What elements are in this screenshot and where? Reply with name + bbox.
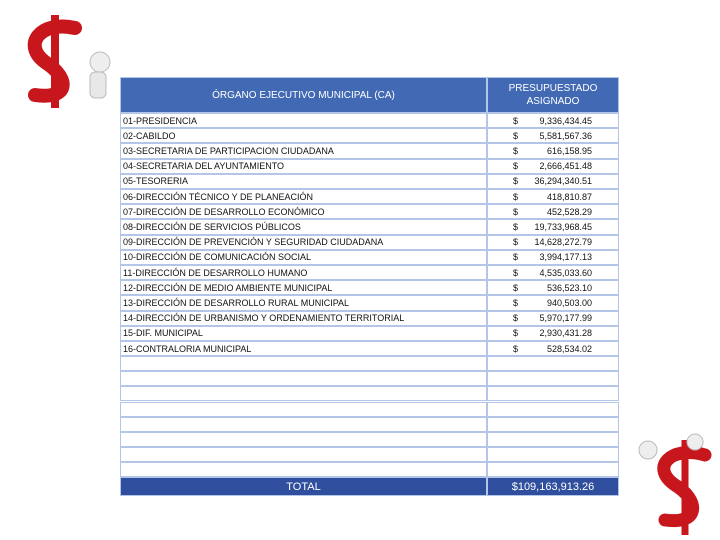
row-amount-cell: $5,581,567.36: [487, 128, 619, 144]
row-name: 11-DIRECCIÓN DE DESARROLLO HUMANO: [120, 265, 487, 281]
total-amount: $109,163,913.26: [487, 477, 619, 496]
row-name: 16-CONTRALORIA MUNICIPAL: [120, 341, 487, 357]
row-name: 06-DIRECCIÓN TÉCNICO Y DE PLANEACIÓN: [120, 189, 487, 205]
empty-cell: [120, 416, 487, 432]
empty-cell: [120, 446, 487, 462]
currency: $: [513, 115, 519, 126]
row-name: 05-TESORERIA: [120, 173, 487, 189]
currency: $: [513, 176, 519, 187]
amount: 2,930,431.28: [539, 328, 592, 339]
currency: $: [513, 343, 519, 354]
currency: $: [513, 206, 519, 217]
amount: 5,581,567.36: [539, 130, 592, 141]
row-amount-cell: $616,158.95: [487, 143, 619, 159]
empty-cell: [487, 446, 619, 462]
header-cell: PRESUPUESTADO ASIGNADO: [487, 77, 619, 113]
total-label: TOTAL: [120, 477, 487, 496]
currency: $: [513, 221, 519, 232]
row-amount-cell: $452,528.29: [487, 204, 619, 220]
amount: 452,528.29: [546, 206, 592, 217]
row-amount-cell: $4,535,033.60: [487, 265, 619, 281]
row-name: 12-DIRECCIÓN DE MEDIO AMBIENTE MUNICIPAL: [120, 280, 487, 296]
empty-cell: [120, 461, 487, 477]
amount: 616,158.95: [546, 145, 592, 156]
amount: 3,994,177.13: [539, 252, 592, 263]
empty-cell: [487, 461, 619, 477]
header-cell: ÓRGANO EJECUTIVO MUNICIPAL (CA): [120, 77, 487, 113]
row-amount-cell: $3,994,177.13: [487, 249, 619, 265]
currency: $: [513, 328, 519, 339]
amount: 940,503.00: [546, 297, 592, 308]
row-amount-cell: $2,666,451.48: [487, 158, 619, 174]
currency: $: [513, 282, 519, 293]
currency: $: [513, 297, 519, 308]
row-amount-cell: $36,294,340.51: [487, 173, 619, 189]
row-name: 15-DIF. MUNICIPAL: [120, 325, 487, 341]
row-amount-cell: $536,523.10: [487, 280, 619, 296]
row-name: 07-DIRECCIÓN DE DESARROLLO ECONÓMICO: [120, 204, 487, 220]
currency: $: [513, 130, 519, 141]
amount: 2,666,451.48: [539, 161, 592, 172]
row-name: 04-SECRETARIA DEL AYUNTAMIENTO: [120, 158, 487, 174]
row-name: 08-DIRECCIÓN DE SERVICIOS PÚBLICOS: [120, 219, 487, 235]
amount: 19,733,968.45: [534, 221, 592, 232]
amount: 5,970,177.99: [539, 313, 592, 324]
row-name: 02-CABILDO: [120, 128, 487, 144]
row-amount-cell: $9,336,434.45: [487, 113, 619, 129]
amount: 528,534.02: [546, 343, 592, 354]
empty-cell: [487, 356, 619, 372]
empty-cell: [120, 356, 487, 372]
row-amount-cell: $19,733,968.45: [487, 219, 619, 235]
currency: $: [513, 267, 519, 278]
amount: 14,628,272.79: [534, 237, 592, 248]
row-amount-cell: $5,970,177.99: [487, 310, 619, 326]
empty-cell: [487, 431, 619, 447]
row-name: 14-DIRECCIÓN DE URBANISMO Y ORDENAMIENTO…: [120, 310, 487, 326]
amount: 536,523.10: [546, 282, 592, 293]
empty-cell: [487, 371, 619, 387]
empty-cell: [487, 386, 619, 402]
empty-cell: [120, 431, 487, 447]
row-name: 10-DIRECCIÓN DE COMUNICACIÓN SOCIAL: [120, 249, 487, 265]
empty-cell: [120, 401, 487, 417]
row-name: 03-SECRETARIA DE PARTICIPACION CIUDADANA: [120, 143, 487, 159]
empty-cell: [487, 401, 619, 417]
currency: $: [513, 145, 519, 156]
row-name: 09-DIRECCIÓN DE PREVENCIÓN Y SEGURIDAD C…: [120, 234, 487, 250]
currency: $: [513, 161, 519, 172]
row-amount-cell: $418,810.87: [487, 189, 619, 205]
currency: $: [513, 237, 519, 248]
currency: $: [513, 313, 519, 324]
row-amount-cell: $14,628,272.79: [487, 234, 619, 250]
amount: 4,535,033.60: [539, 267, 592, 278]
dollar-icon-bottom: [638, 433, 712, 535]
empty-cell: [487, 416, 619, 432]
row-name: 01-PRESIDENCIA: [120, 113, 487, 129]
amount: 418,810.87: [546, 191, 592, 202]
empty-cell: [120, 371, 487, 387]
currency: $: [513, 252, 519, 263]
row-amount-cell: $940,503.00: [487, 295, 619, 311]
amount: 36,294,340.51: [534, 176, 592, 187]
row-amount-cell: $2,930,431.28: [487, 325, 619, 341]
row-name: 13-DIRECCIÓN DE DESARROLLO RURAL MUNICIP…: [120, 295, 487, 311]
row-amount-cell: $528,534.02: [487, 341, 619, 357]
empty-cell: [120, 386, 487, 402]
currency: $: [513, 191, 519, 202]
dollar-icon-top: [27, 15, 111, 108]
amount: 9,336,434.45: [539, 115, 592, 126]
